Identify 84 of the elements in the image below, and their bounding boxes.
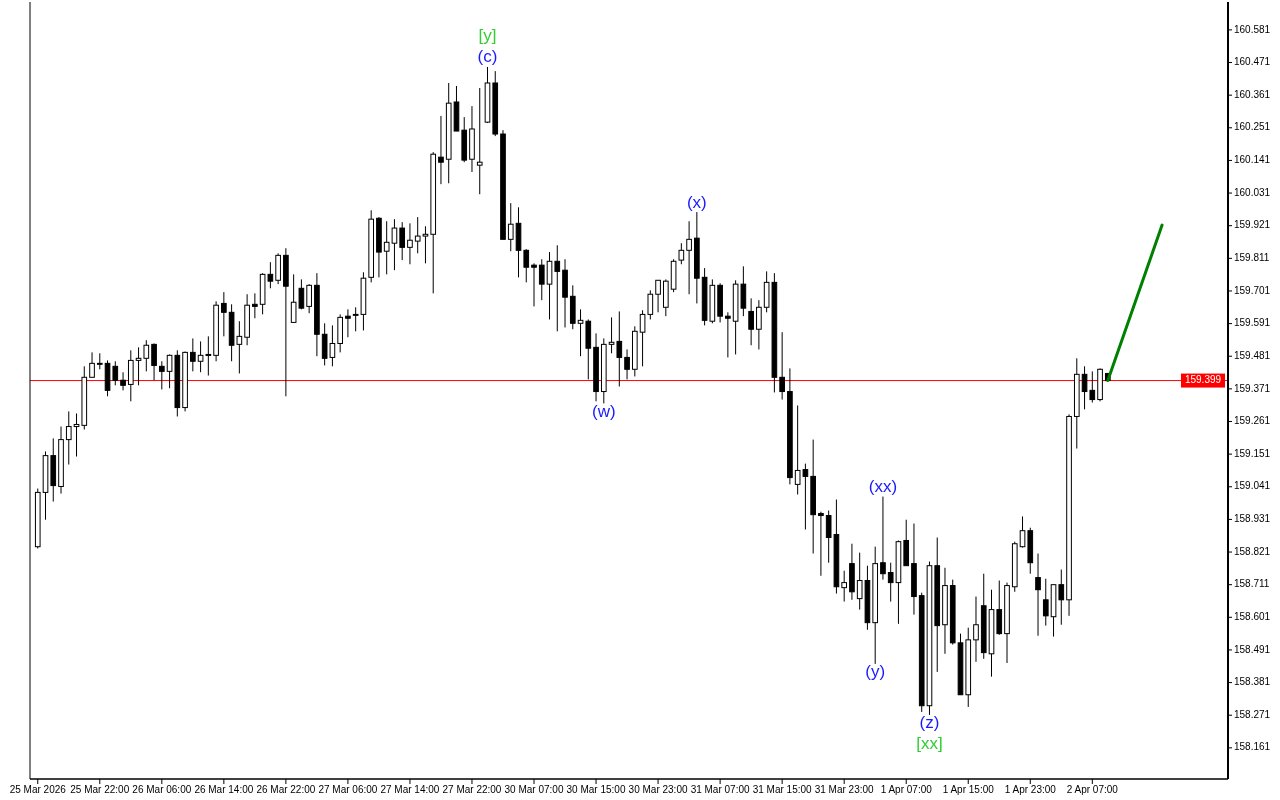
y-tick-label: 158.381 <box>1234 676 1271 688</box>
y-tick-label: 160.251 <box>1234 121 1271 133</box>
x-tick-label: 1 Apr 15:00 <box>942 784 995 795</box>
y-tick-label: 159.921 <box>1234 219 1271 231</box>
candlestick <box>190 337 196 372</box>
candlestick <box>655 279 661 313</box>
y-tick-label: 159.591 <box>1234 317 1271 329</box>
x-tick-label: 26 Mar 14:00 <box>194 784 254 795</box>
x-tick-label: 27 Mar 06:00 <box>318 784 378 795</box>
x-tick-label: 25 Mar 2026 <box>9 784 67 795</box>
y-tick-label: 159.151 <box>1234 447 1271 459</box>
candlestick <box>65 410 72 466</box>
candlestick <box>880 496 886 581</box>
y-tick-label: 160.581 <box>1234 23 1271 35</box>
annotation: (w) <box>591 401 616 421</box>
x-tick-label: 26 Mar 22:00 <box>256 784 316 795</box>
y-tick-label: 158.271 <box>1234 708 1271 720</box>
y-tick-label: 160.471 <box>1234 56 1271 68</box>
annotation: [y] <box>478 26 497 46</box>
candlestick <box>345 308 351 338</box>
candlestick <box>120 371 126 391</box>
x-tick-label: 31 Mar 07:00 <box>690 784 751 795</box>
candlestick <box>158 360 165 390</box>
candlestick <box>554 244 561 332</box>
candlestick <box>252 292 258 319</box>
candlestick <box>725 311 731 358</box>
candlestick <box>678 242 685 265</box>
candlestick <box>221 291 227 337</box>
y-tick-label: 159.811 <box>1234 251 1270 263</box>
candlestick <box>546 251 553 320</box>
x-tick-label: 2 Apr 07:00 <box>1066 784 1119 795</box>
ref-line-label: 159.399 <box>1184 374 1222 386</box>
candlestick <box>841 570 847 603</box>
candlestick <box>151 342 157 381</box>
y-tick-label: 158.601 <box>1234 610 1271 622</box>
candlestick <box>779 331 785 401</box>
y-tick-label: 158.161 <box>1234 741 1271 753</box>
y-tick-label: 158.711 <box>1234 578 1270 590</box>
candlestick <box>1035 553 1041 637</box>
candlestick <box>306 283 312 314</box>
annotation: (c) <box>477 47 498 67</box>
candlestick <box>531 262 537 307</box>
candlestick <box>523 248 530 283</box>
y-tick-label: 160.361 <box>1234 88 1271 100</box>
annotation: [xx] <box>916 734 943 754</box>
y-tick-label: 159.481 <box>1234 349 1271 361</box>
x-tick-label: 25 Mar 22:00 <box>70 784 130 795</box>
y-tick-label: 160.141 <box>1234 154 1271 166</box>
y-tick-label: 159.371 <box>1234 382 1271 394</box>
x-tick-label: 1 Apr 23:00 <box>1004 784 1057 795</box>
candlestick <box>399 221 406 261</box>
candlestick <box>624 348 630 380</box>
y-tick-label: 158.931 <box>1234 513 1271 525</box>
candlestick <box>507 202 514 252</box>
candlestick <box>818 511 824 577</box>
candlestick <box>476 87 483 195</box>
x-tick-label: 31 Mar 15:00 <box>752 784 813 795</box>
x-tick-label: 31 Mar 23:00 <box>814 784 875 795</box>
candlestick <box>438 115 444 185</box>
y-tick-label: 159.261 <box>1234 415 1271 427</box>
candlestick <box>407 222 413 265</box>
annotation: (y) <box>865 662 886 682</box>
x-tick-label: 1 Apr 07:00 <box>880 784 933 795</box>
x-tick-label: 30 Mar 23:00 <box>628 784 688 795</box>
candlestick <box>748 297 754 346</box>
y-tick-label: 158.491 <box>1234 643 1271 655</box>
y-tick-label: 159.041 <box>1234 480 1271 492</box>
candlestick <box>89 351 95 378</box>
candlestick <box>973 596 979 663</box>
x-tick-label: 30 Mar 07:00 <box>504 784 564 795</box>
candlestick <box>1042 578 1049 627</box>
y-tick-label: 160.031 <box>1234 186 1271 198</box>
annotation: (xx) <box>868 477 898 497</box>
x-tick-label: 26 Mar 06:00 <box>132 784 192 795</box>
candlestick <box>686 220 692 295</box>
annotation: (z) <box>919 713 940 733</box>
y-tick-label: 159.701 <box>1234 284 1271 296</box>
x-tick-label: 27 Mar 14:00 <box>380 784 440 795</box>
candlestick <box>756 299 762 350</box>
annotation: (x) <box>686 192 707 212</box>
x-tick-label: 27 Mar 22:00 <box>442 784 502 795</box>
candlestick <box>538 258 545 301</box>
y-tick-label: 158.821 <box>1234 545 1271 557</box>
x-tick-label: 30 Mar 15:00 <box>566 784 626 795</box>
